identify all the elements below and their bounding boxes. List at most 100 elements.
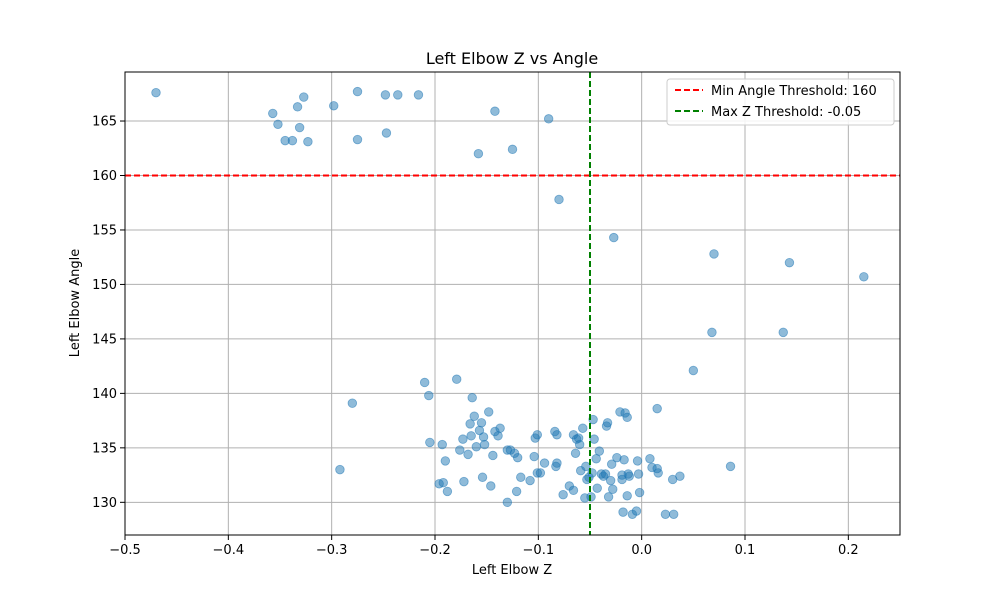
data-point (607, 459, 617, 469)
data-point (469, 411, 479, 421)
data-point (552, 458, 562, 468)
data-point (570, 448, 581, 458)
data-point (292, 102, 303, 112)
data-point (507, 144, 518, 155)
x-axis-label: Left Elbow Z (472, 563, 552, 578)
data-point (479, 439, 490, 450)
data-point (490, 106, 500, 116)
data-point (634, 487, 645, 498)
data-point (592, 483, 602, 493)
data-point (605, 475, 616, 486)
data-point (424, 390, 434, 401)
data-point (539, 458, 550, 468)
legend-label-max-z: Max Z Threshold: -0.05 (711, 105, 861, 120)
data-point (675, 471, 685, 481)
data-point (471, 442, 482, 452)
data-point (859, 272, 869, 282)
data-point (516, 472, 526, 482)
data-point (543, 114, 554, 124)
x-tick-label: 0.2 (838, 543, 859, 558)
x-tick-label: 0.1 (735, 543, 756, 558)
data-point (380, 90, 391, 100)
data-point (554, 194, 564, 205)
data-point (458, 434, 468, 444)
data-point (600, 469, 611, 479)
data-point (459, 476, 469, 487)
data-point (525, 475, 535, 486)
data-point (381, 128, 392, 138)
data-point (660, 509, 671, 520)
data-point (438, 478, 448, 488)
legend: Min Angle Threshold: 160 Max Z Threshold… (666, 78, 895, 126)
data-point (268, 108, 278, 119)
data-point (778, 327, 788, 338)
data-point (609, 232, 619, 243)
data-point (652, 403, 662, 414)
data-point (725, 461, 736, 472)
y-tick-label: 145 (92, 332, 117, 347)
data-point (476, 418, 487, 428)
data-point (465, 419, 475, 429)
data-point (484, 407, 494, 417)
data-point (347, 398, 358, 408)
y-tick-label: 130 (92, 496, 117, 511)
data-point (688, 365, 699, 376)
x-axis-ticks: −0.5 −0.4 −0.3 −0.2 −0.1 0.0 0.1 0.2 (109, 535, 859, 558)
y-tick-label: 135 (92, 441, 117, 456)
data-point (586, 492, 596, 502)
data-point (511, 486, 522, 497)
data-point (535, 468, 546, 478)
plot-frame (124, 71, 901, 536)
data-point (574, 439, 585, 450)
data-point (294, 122, 305, 133)
data-point (589, 434, 599, 444)
data-point (452, 374, 462, 384)
x-tick-label: −0.1 (523, 543, 555, 558)
data-point (568, 485, 579, 496)
data-point (532, 430, 543, 440)
data-point (495, 423, 505, 433)
threshold-lines (125, 72, 900, 535)
x-tick-label: −0.5 (109, 543, 141, 558)
data-point (473, 149, 484, 159)
data-point (486, 481, 496, 491)
data-point (303, 137, 313, 147)
data-point (529, 451, 539, 462)
data-point (393, 90, 403, 100)
legend-box (666, 78, 895, 126)
y-tick-label: 155 (92, 223, 117, 238)
data-point (478, 432, 489, 442)
data-point (335, 464, 345, 475)
data-point (442, 486, 453, 497)
x-tick-label: 0.0 (631, 543, 652, 558)
y-tick-label: 165 (92, 115, 117, 130)
grid-lines (124, 72, 900, 535)
data-point (413, 90, 424, 100)
data-point (493, 431, 503, 441)
data-point (425, 437, 435, 448)
data-point (669, 509, 679, 520)
data-point (287, 135, 298, 146)
data-point (463, 449, 473, 460)
data-point (784, 257, 795, 268)
y-axis-label: Left Elbow Angle (68, 249, 83, 357)
x-tick-label: −0.4 (213, 543, 245, 558)
y-axis-ticks: 130 135 140 145 150 155 160 165 (92, 115, 125, 511)
data-point (594, 446, 605, 456)
data-point (455, 445, 465, 455)
data-point (273, 119, 283, 129)
data-point (477, 472, 488, 482)
y-tick-label: 150 (92, 278, 117, 293)
data-point (552, 430, 562, 440)
data-points (151, 86, 869, 520)
data-point (352, 134, 363, 145)
data-point (709, 249, 719, 259)
data-point (602, 418, 613, 428)
data-point (329, 101, 339, 111)
data-point (437, 439, 447, 450)
data-point (645, 454, 655, 464)
data-point (419, 377, 430, 388)
y-tick-label: 140 (92, 387, 117, 402)
